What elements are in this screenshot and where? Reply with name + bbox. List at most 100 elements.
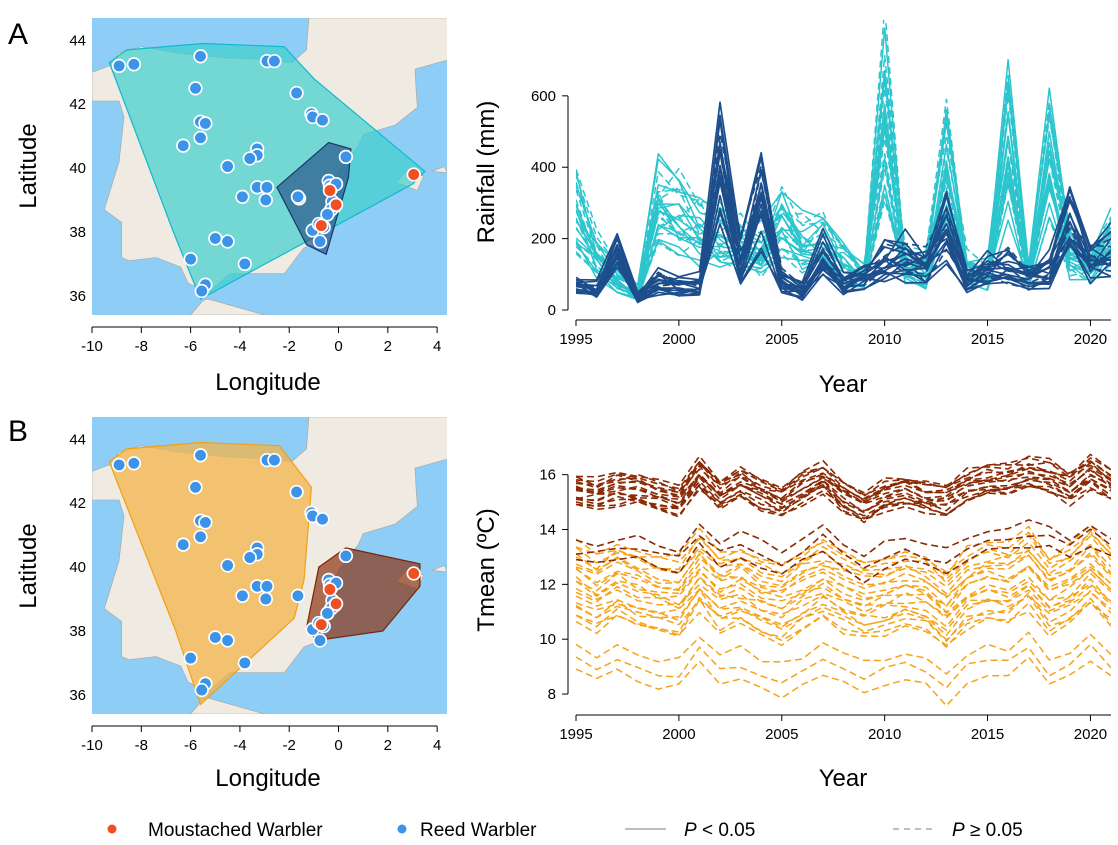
rain-series-0-line-13	[576, 153, 1111, 292]
map-b-x-tick-label-0: -10	[81, 737, 103, 754]
rain-y-tick-label-2: 400	[531, 159, 556, 176]
temperature-chart: 8 10 12 14 16 1995 2000 2005 2010 2015 2020	[539, 453, 1111, 743]
temp-x-tick-label-1: 2000	[662, 726, 695, 743]
temp-x-tick-label-0: 1995	[559, 726, 592, 743]
reed-point-b-19	[338, 548, 354, 564]
rain-lines	[576, 20, 1111, 304]
rain-series-1-line-18	[576, 119, 1111, 293]
reed-point-b-37	[312, 633, 328, 648]
map-a-axes: -10 -8 -6 -4 -2 0 2 4 36 38 40 42 44	[69, 32, 441, 355]
temp-series-0-line-3	[576, 485, 1111, 521]
temp-series-1-line-20	[576, 535, 1111, 580]
reed-point-a-26	[259, 180, 275, 195]
map-a-y-tick-label-3: 42	[69, 96, 86, 113]
rain-y-tick-label-1: 200	[531, 231, 556, 248]
map-a-x-tick-label-3: -4	[233, 338, 246, 355]
moustached-hull-a	[276, 141, 352, 256]
reed-point-a-5	[188, 81, 203, 96]
map-b-x-tick-label-6: 2	[384, 737, 392, 754]
land-menorca-b	[432, 565, 447, 573]
reed-point-b-16	[242, 550, 257, 565]
map-b-x-axis-title: Longitude	[215, 765, 320, 792]
legend-reed-marker	[397, 824, 407, 834]
reed-point-a-2	[193, 49, 208, 64]
reed-point-a-39	[237, 256, 252, 272]
temp-x-tick-label-4: 2015	[971, 726, 1004, 743]
rain-series-0-line-1	[576, 182, 1111, 298]
reed-point-a-16	[242, 151, 257, 166]
reed-point-a-6	[289, 85, 304, 101]
moustached-point-a-1	[328, 197, 344, 212]
rain-series-0-line-17	[576, 79, 1111, 297]
temp-y-tick-label-3: 14	[539, 522, 556, 539]
temp-series-1-line-14	[576, 566, 1111, 607]
reed-point-a-27	[235, 189, 250, 204]
map-b-y-tick-label-2: 40	[69, 559, 86, 576]
map-a-y-tick-label-2: 40	[69, 160, 86, 177]
moustached-point-b-3	[406, 566, 421, 581]
map-b-x-tick-label-2: -6	[184, 737, 197, 754]
reed-point-b-18	[290, 588, 306, 603]
reed-point-a-20	[338, 149, 354, 165]
reed-point-b-31	[320, 606, 335, 621]
reed-point-b-17	[220, 558, 235, 573]
map-a-y-tick-label-1: 38	[69, 224, 86, 241]
map-b-axes: -10 -8 -6 -4 -2 0 2 4 36 38 40 42 44	[69, 431, 441, 754]
temp-y-axis-title: Tmean (ºC)	[473, 508, 500, 631]
rain-y-tick-label-0: 0	[548, 302, 556, 319]
map-b-x-tick-label-1: -8	[135, 737, 148, 754]
map-a-y-axis-title: Latitude	[15, 123, 42, 208]
map-a-y-tick-label-0: 36	[69, 288, 86, 305]
reed-point-b-26	[235, 588, 250, 603]
reed-point-a-17	[220, 159, 235, 174]
rainfall-chart: 0 200 400 600 1995 2000 2005 2010 2015 2020	[531, 20, 1111, 348]
temp-series-1-line-8	[576, 585, 1111, 631]
legend-moustached-marker	[107, 824, 117, 834]
reed-point-b-5	[188, 480, 203, 495]
rain-x-tick-label-4: 2015	[971, 331, 1004, 348]
rain-series-1-line-0	[576, 222, 1111, 302]
reed-point-a-1	[126, 57, 142, 72]
temp-series-1-line-0	[576, 656, 1111, 707]
reed-point-b-38	[237, 655, 252, 671]
map-a-y-tick-label-4: 44	[69, 32, 86, 49]
reed-point-b-1	[126, 456, 142, 471]
map-a-x-tick-label-7: 4	[433, 338, 441, 355]
moustached-point-a-2	[314, 218, 329, 233]
rain-x-tick-label-0: 1995	[559, 331, 592, 348]
temp-x-tick-label-5: 2020	[1074, 726, 1107, 743]
reed-point-b-12	[193, 529, 208, 544]
map-b-x-tick-label-3: -4	[233, 737, 246, 754]
rain-x-tick-label-3: 2010	[868, 331, 901, 348]
temp-series-1-line-3	[576, 601, 1111, 647]
map-b-x-tick-label-5: 0	[334, 737, 342, 754]
legend-reed-label: Reed Warbler	[420, 820, 537, 841]
reed-point-a-28	[258, 192, 273, 208]
temp-series-0-line-8	[576, 476, 1111, 514]
reed-point-a-36	[208, 231, 223, 246]
temp-series-1-line-9	[576, 583, 1111, 628]
temp-series-0-line-7	[576, 477, 1111, 517]
reed-point-b-41	[194, 682, 209, 698]
map-b-y-tick-label-0: 36	[69, 687, 86, 704]
map-a-x-tick-label-0: -10	[81, 338, 103, 355]
legend-moustached-label: Moustached Warbler	[148, 820, 323, 841]
moustached-point-b-0	[322, 582, 338, 597]
reed-point-a-4	[267, 53, 282, 69]
map-panel-a	[92, 18, 447, 315]
temp-series-0-line-18	[576, 457, 1111, 494]
temp-series-1-line-18	[576, 544, 1111, 595]
rain-series-1-line-7	[576, 164, 1111, 301]
rain-series-1-line-19	[576, 132, 1111, 296]
reed-point-b-25	[259, 579, 275, 594]
reed-point-b-0	[111, 457, 127, 473]
legend: Moustached Warbler Reed Warbler P < 0.05…	[107, 820, 1023, 841]
reed-point-b-36	[220, 633, 235, 648]
map-a-x-tick-label-6: 2	[384, 338, 392, 355]
rain-series-1-line-16	[576, 101, 1111, 298]
map-b-y-tick-label-1: 38	[69, 623, 86, 640]
temp-series-0-line-0	[576, 542, 1111, 584]
temp-y-tick-label-0: 8	[548, 686, 556, 703]
map-b-y-axis-title: Latitude	[15, 523, 42, 608]
